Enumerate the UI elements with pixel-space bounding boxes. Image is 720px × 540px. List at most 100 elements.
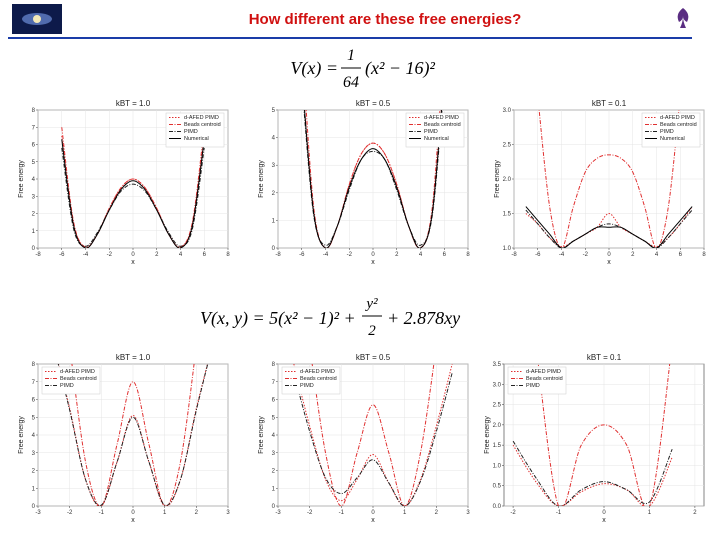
equation-denominator: 2 xyxy=(368,323,376,339)
x-tick-label: -2 xyxy=(67,510,73,516)
legend-label: Beads centroid xyxy=(184,122,221,128)
chart-title: kBT = 0.5 xyxy=(356,99,391,108)
y-tick-label: 6 xyxy=(32,143,36,149)
y-tick-label: 3.5 xyxy=(493,362,502,368)
legend-label: Beads centroid xyxy=(300,376,337,382)
x-tick-label: 6 xyxy=(679,252,683,258)
y-tick-label: 3 xyxy=(272,163,276,169)
x-tick-label: -2 xyxy=(510,510,516,516)
series-line xyxy=(293,364,453,506)
y-tick-label: 3 xyxy=(32,451,36,457)
slide-title: How different are these free energies? xyxy=(249,11,522,28)
y-tick-label: 7 xyxy=(272,380,276,386)
x-tick-label: -4 xyxy=(323,252,329,258)
equation-body: + 2.878xy xyxy=(387,308,460,328)
y-tick-label: 2 xyxy=(32,469,36,475)
x-axis-label: x xyxy=(607,259,611,266)
legend-label: Beads centroid xyxy=(424,122,461,128)
y-tick-label: 5 xyxy=(32,415,36,421)
series-line xyxy=(61,139,205,248)
y-tick-label: 4 xyxy=(272,136,276,142)
chart: kBT = 1.0 0 1 2 3 4 5 6 7 8 -8 -6 -4 -2 0 2 4 6 8 x Free ene… xyxy=(18,99,230,266)
y-tick-label: 3.0 xyxy=(493,382,502,388)
x-tick-label: 2 xyxy=(195,510,199,516)
y-tick-label: 3.0 xyxy=(503,108,512,114)
x-tick-label: -6 xyxy=(299,252,305,258)
legend-label: d-AFED PIMD xyxy=(660,115,695,121)
x-tick-label: -1 xyxy=(99,510,105,516)
x-tick-label: 0 xyxy=(371,510,375,516)
x-tick-label: 4 xyxy=(179,252,183,258)
series-line xyxy=(71,364,195,506)
chart: kBT = 0.1 1.0 1.5 2.0 2.5 3.0 -8 -6 -4 -2 0 2 4 6 8 x Fr… xyxy=(494,99,706,266)
x-tick-label: 2 xyxy=(631,252,635,258)
series-line xyxy=(525,206,693,248)
x-tick-label: 8 xyxy=(702,252,706,258)
y-tick-label: 4 xyxy=(32,177,36,183)
y-tick-label: 4 xyxy=(272,433,276,439)
chart-title: kBT = 1.0 xyxy=(116,353,151,362)
x-tick-label: 3 xyxy=(226,510,230,516)
y-tick-label: 0 xyxy=(32,246,36,252)
legend-label: PIMD xyxy=(424,129,438,135)
y-tick-label: 8 xyxy=(32,362,36,368)
series-line xyxy=(61,147,205,247)
y-tick-label: 1.0 xyxy=(493,463,502,469)
x-tick-label: 0 xyxy=(371,252,375,258)
x-tick-label: -2 xyxy=(107,252,113,258)
legend-label: Beads centroid xyxy=(526,376,563,382)
y-axis-label: Free energy xyxy=(258,160,265,198)
y-tick-label: 2 xyxy=(272,469,276,475)
equation-2: V(x, y) = 5(x² − 1)² + y² 2 + 2.878xy xyxy=(200,296,460,339)
equation-lhs: V(x, y) = 5(x² − 1)² + xyxy=(200,308,356,329)
x-tick-label: -1 xyxy=(556,510,562,516)
y-tick-label: 2.5 xyxy=(493,403,502,409)
x-tick-label: 4 xyxy=(655,252,659,258)
series-group xyxy=(293,364,453,506)
x-tick-label: 2 xyxy=(395,252,399,258)
legend-label: Numerical xyxy=(424,136,449,142)
series-group xyxy=(61,127,205,248)
x-tick-label: 1 xyxy=(163,510,167,516)
x-tick-label: -2 xyxy=(347,252,353,258)
y-tick-label: 7 xyxy=(32,380,36,386)
series-group xyxy=(525,110,693,248)
x-tick-label: 1 xyxy=(648,510,652,516)
legend-label: Beads centroid xyxy=(60,376,97,382)
x-axis-label: x xyxy=(131,259,135,266)
legend-label: PIMD xyxy=(60,383,74,389)
y-axis-label: Free energy xyxy=(484,416,491,454)
series-group xyxy=(303,110,443,248)
x-tick-label: -6 xyxy=(535,252,541,258)
series-line xyxy=(61,127,205,248)
equation-numerator: y² xyxy=(364,296,378,312)
legend-box xyxy=(405,112,465,148)
legend-label: d-AFED PIMD xyxy=(184,115,219,121)
y-axis-label: Free energy xyxy=(494,160,501,198)
x-tick-label: -3 xyxy=(275,510,281,516)
equation-numerator: 1 xyxy=(347,47,355,64)
x-tick-label: 6 xyxy=(203,252,207,258)
x-tick-label: -1 xyxy=(339,510,345,516)
x-tick-label: -3 xyxy=(35,510,41,516)
legend-label: PIMD xyxy=(660,129,674,135)
y-tick-label: 1.0 xyxy=(503,246,512,252)
y-axis-label: Free energy xyxy=(18,160,25,198)
x-tick-label: 6 xyxy=(443,252,447,258)
legend-label: PIMD xyxy=(526,383,540,389)
x-tick-label: 2 xyxy=(155,252,159,258)
y-tick-label: 1 xyxy=(32,229,36,235)
x-tick-label: 1 xyxy=(403,510,407,516)
left-logo xyxy=(12,4,62,34)
y-tick-label: 3 xyxy=(32,194,36,200)
chart: kBT = 1.0 0 1 2 3 4 5 6 7 8 -3 -2 -1 0 1 2 3 x Free energy… xyxy=(18,353,230,524)
x-tick-label: 2 xyxy=(435,510,439,516)
legend-label: Beads centroid xyxy=(660,122,697,128)
x-tick-label: -4 xyxy=(559,252,565,258)
y-tick-label: 2.5 xyxy=(503,143,512,149)
